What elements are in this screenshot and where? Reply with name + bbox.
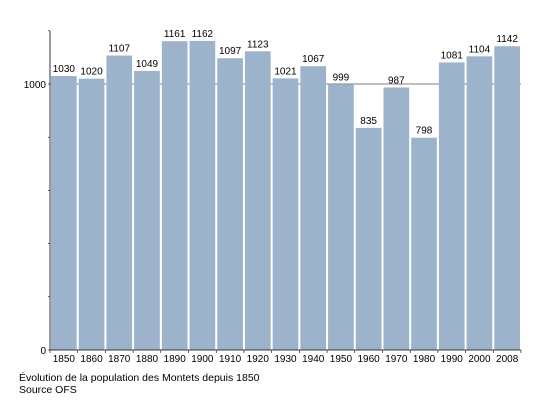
bar-1890: [161, 41, 188, 350]
value-label-1890: 1161: [164, 29, 186, 40]
bar-1950: [328, 84, 354, 351]
x-tick-label-1850: 1850: [53, 354, 76, 365]
x-tick-label-1900: 1900: [191, 354, 214, 365]
bar-1930: [272, 78, 299, 350]
bar-1940: [300, 66, 327, 350]
x-tick-label-1890: 1890: [164, 354, 187, 365]
value-label-1850: 1030: [53, 64, 76, 75]
value-label-1980: 798: [416, 126, 433, 137]
value-label-1940: 1067: [302, 54, 325, 65]
value-label-2008: 1142: [496, 34, 518, 45]
bar-1980: [411, 137, 437, 350]
bars: [51, 40, 520, 351]
x-tick-label-1950: 1950: [330, 354, 353, 365]
x-tick-label-2000: 2000: [468, 354, 491, 365]
value-label-1910: 1097: [219, 46, 242, 57]
value-label-1950: 999: [333, 72, 350, 83]
bar-1970: [383, 87, 410, 350]
value-label-1960: 835: [360, 116, 377, 127]
x-tick-label-2008: 2008: [496, 354, 519, 365]
y-tick-labels: 0 1000: [24, 80, 47, 357]
value-label-1860: 1020: [80, 67, 103, 78]
x-tick-label-1930: 1930: [274, 354, 297, 365]
x-tick-label-1910: 1910: [219, 354, 242, 365]
bar-value-labels: 1030 1020 1107 1049 1161 1162 1097 1123 1021 1067…: [53, 29, 519, 137]
value-label-1930: 1021: [274, 66, 297, 77]
chart-caption: Évolution de la population des Montets d…: [19, 372, 260, 384]
population-bar-chart: 1030 1020 1107 1049 1161 1162 1097 1123 1021 1067…: [24, 29, 522, 365]
x-tick-label-1990: 1990: [441, 354, 464, 365]
bar-1990: [438, 62, 465, 350]
x-tick-label-1920: 1920: [247, 354, 270, 365]
source-note: Source OFS: [19, 384, 77, 396]
bar-1870: [106, 55, 133, 351]
bar-1880: [134, 70, 160, 350]
x-tick-label-1880: 1880: [136, 354, 159, 365]
bar-1900: [189, 40, 216, 351]
value-label-1880: 1049: [136, 59, 159, 70]
x-tick-label-1940: 1940: [302, 354, 325, 365]
value-label-2000: 1104: [469, 44, 491, 55]
bar-1850: [51, 76, 77, 351]
axes: [48, 30, 522, 353]
value-label-1900: 1162: [192, 29, 214, 40]
value-label-1990: 1081: [441, 50, 464, 61]
value-label-1920: 1123: [247, 39, 269, 50]
x-tick-labels: 1850 1860 1870 1880 1890 1900 1910 1920 1930 1940…: [53, 354, 519, 365]
bar-1860: [78, 78, 105, 351]
bar-2008: [494, 46, 520, 351]
bar-1960: [355, 127, 382, 350]
x-tick-label-1960: 1960: [357, 354, 380, 365]
y-tick-label-1000: 1000: [24, 80, 47, 91]
bar-2000: [466, 56, 493, 350]
x-tick-label-1870: 1870: [108, 354, 131, 365]
value-label-1970: 987: [388, 75, 405, 86]
x-tick-label-1970: 1970: [385, 354, 408, 365]
x-tick-label-1980: 1980: [413, 354, 436, 365]
bar-1920: [244, 51, 271, 350]
y-tick-label-0: 0: [40, 346, 46, 357]
bar-1910: [217, 58, 243, 350]
x-tick-label-1860: 1860: [80, 354, 103, 365]
value-label-1870: 1107: [109, 44, 131, 55]
